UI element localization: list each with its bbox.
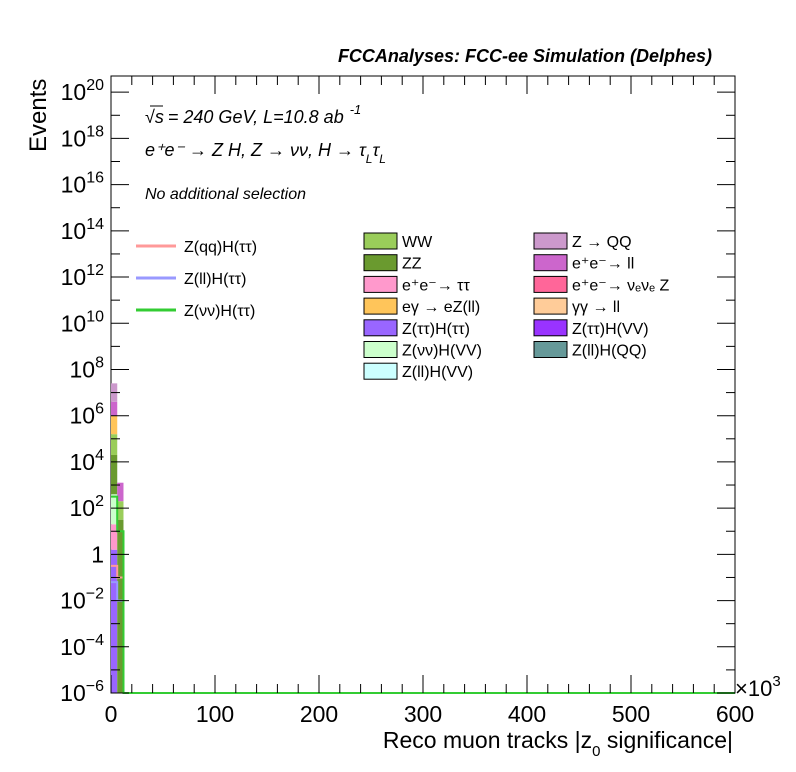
y-tick-label-9: 1012 xyxy=(61,262,104,290)
legend-fill-swatch-6 xyxy=(363,362,398,380)
x-axis-multiplier: ×103 xyxy=(735,673,781,701)
legend-fill-label-7: Z → QQ xyxy=(572,234,632,251)
x-tick-label-3: 300 xyxy=(404,701,442,727)
x-axis-label: Reco muon tracks |z0 significance| xyxy=(383,727,733,760)
legend-fill-swatch-12 xyxy=(533,341,568,358)
signal-lines xyxy=(111,495,735,694)
bar-bin1-seg-2 xyxy=(117,482,124,502)
series-line-2 xyxy=(111,495,735,694)
y-tick-label-3: 1 xyxy=(91,541,104,567)
annotation-energy: √s = 240 GeV, L=10.8 ab -1 xyxy=(145,102,361,127)
legend-line-label-2: Z(νν)H(ττ) xyxy=(184,303,255,320)
x-tick-label-0: 0 xyxy=(105,701,118,727)
legend-fill-swatch-2 xyxy=(363,275,398,293)
legend-fill-label-5: Z(νν)H(VV) xyxy=(402,343,482,360)
legend-fill-swatch-10 xyxy=(533,297,568,315)
legend-fill-label-0: WW xyxy=(402,234,433,251)
bar-bin0-low-2 xyxy=(111,494,118,525)
legend-fill-label-8: e⁺e⁻→ ll xyxy=(572,256,634,273)
legend-signal: Z(qq)H(ττ) Z(ll)H(ττ) Z(νν)H(ττ) xyxy=(136,239,257,320)
annotation-selection: No additional selection xyxy=(145,186,306,203)
y-tick-label-10: 1014 xyxy=(61,216,104,244)
bar-bin1-seg-0 xyxy=(117,519,124,693)
legend-fill-label-2: e⁺e⁻→ ττ xyxy=(402,277,470,294)
legend-fill-swatch-0 xyxy=(363,232,398,250)
legend-backgrounds: WW ZZ e⁺e⁻→ ττ eγ → eZ(ll) Z(ττ)H(ττ) Z(νν)H(… xyxy=(363,232,669,381)
y-tick-label-2: 10−2 xyxy=(60,586,104,614)
legend-fill-label-9: e⁺e⁻→ νₑνₑ Z xyxy=(572,277,669,294)
legend-fill-label-11: Z(ττ)H(VV) xyxy=(572,321,649,338)
legend-fill-label-1: ZZ xyxy=(402,256,422,273)
legend-fill-swatch-9 xyxy=(533,275,568,293)
y-axis-ticks: 10−6 10−4 10−2 1 102 104 106 108 1010 1012 1014 101… xyxy=(60,77,735,706)
y-tick-label-5: 104 xyxy=(70,447,105,475)
legend-fill-swatch-8 xyxy=(533,254,568,272)
legend-line-label-1: Z(ll)H(ττ) xyxy=(184,271,246,288)
plot-frame xyxy=(110,75,736,694)
legend-line-label-0: Z(qq)H(ττ) xyxy=(184,239,257,256)
y-tick-label-8: 1010 xyxy=(61,308,104,336)
legend-fill-label-3: eγ → eZ(ll) xyxy=(402,299,480,316)
y-tick-label-6: 106 xyxy=(70,401,105,429)
x-tick-label-4: 400 xyxy=(508,701,546,727)
bar-bin0-low-0 xyxy=(111,549,118,693)
bar-bin1-seg-1 xyxy=(117,501,124,520)
legend-fill-swatch-7 xyxy=(533,232,568,250)
legend-fill-swatch-5 xyxy=(363,341,398,358)
bar-bin0-low-1 xyxy=(111,524,118,550)
y-axis-label: Events xyxy=(25,79,52,152)
legend-fill-label-10: γγ → ll xyxy=(572,299,620,316)
x-axis-ticks: 0 100 200 300 400 500 600 xyxy=(105,76,754,727)
legend-fill-label-6: Z(ll)H(VV) xyxy=(402,364,473,381)
bar-bin0-seg-2 xyxy=(111,415,118,435)
y-tick-label-7: 108 xyxy=(70,354,105,382)
legend-fill-label-12: Z(ll)H(QQ) xyxy=(572,343,647,360)
bar-bin0-seg-1 xyxy=(111,434,118,455)
annotation-process: e⁺e⁻ → Z H, Z → νν, H → τLτL xyxy=(145,140,386,166)
y-tick-label-0: 10−6 xyxy=(60,678,104,706)
bar-bin0-low-3 xyxy=(111,454,118,495)
legend-fill-swatch-4 xyxy=(363,319,398,337)
y-tick-label-13: 1020 xyxy=(61,77,104,105)
y-tick-label-4: 102 xyxy=(70,493,105,521)
x-tick-label-5: 500 xyxy=(612,701,650,727)
legend-fill-label-4: Z(ττ)H(ττ) xyxy=(402,321,470,338)
x-tick-label-6: 600 xyxy=(716,701,754,727)
y-tick-label-1: 10−4 xyxy=(60,632,104,660)
x-tick-label-2: 200 xyxy=(300,701,338,727)
legend-fill-swatch-3 xyxy=(363,297,398,315)
legend-fill-swatch-1 xyxy=(363,254,398,272)
bar-bin0-seg-3 xyxy=(111,401,118,416)
y-tick-label-12: 1018 xyxy=(61,123,104,151)
y-tick-label-11: 1016 xyxy=(61,170,104,198)
chart-title: FCCAnalyses: FCC-ee Simulation (Delphes) xyxy=(338,46,712,66)
legend-fill-swatch-11 xyxy=(533,319,568,337)
x-tick-label-1: 100 xyxy=(196,701,234,727)
